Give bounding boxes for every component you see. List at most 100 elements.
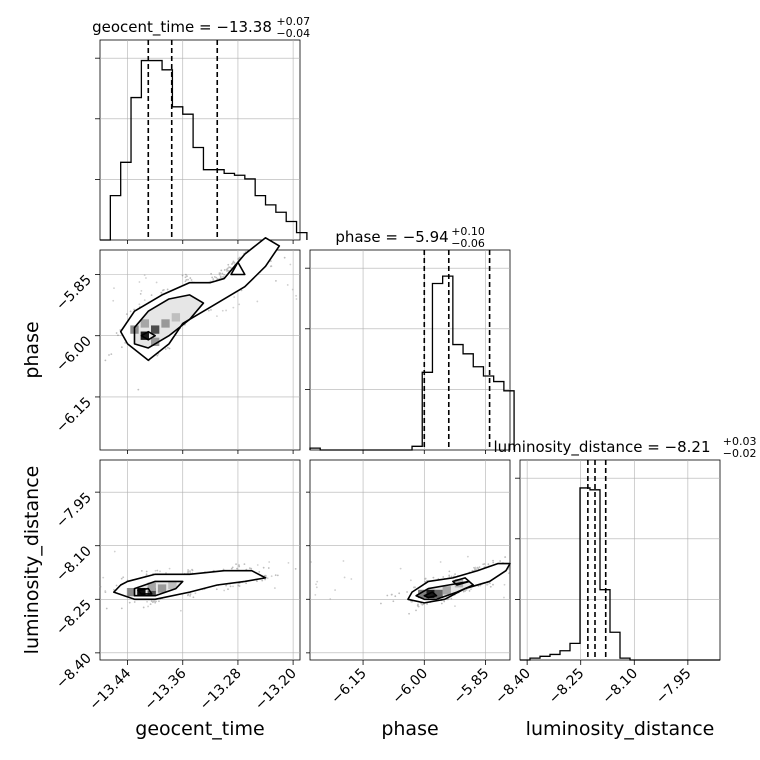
joint-panel-geocent_time-luminosity_distance	[99, 459, 301, 661]
scatter-point	[478, 566, 481, 569]
scatter-point	[276, 574, 279, 577]
scatter-point	[492, 559, 494, 562]
scatter-point	[187, 278, 189, 281]
scatter-point	[226, 270, 228, 272]
x-tick-label: −8.40	[492, 666, 534, 708]
scatter-point	[454, 605, 456, 608]
scatter-point	[115, 584, 118, 587]
scatter-point	[211, 276, 214, 279]
scatter-point	[417, 603, 419, 606]
density-cell	[418, 589, 427, 599]
hist-frame	[519, 459, 721, 661]
scatter-point	[286, 284, 289, 286]
scatter-point	[238, 303, 241, 306]
scatter-point	[210, 272, 213, 275]
density-cell	[147, 587, 156, 597]
scatter-point	[256, 564, 259, 566]
scatter-point	[462, 590, 465, 593]
scatter-point	[275, 280, 277, 282]
histogram-panel-phase: phase = −5.94 +0.10−0.06	[305, 225, 515, 451]
scatter-point	[143, 274, 146, 277]
contour-line	[230, 261, 246, 276]
scatter-point	[263, 574, 266, 577]
density-cell	[157, 584, 167, 593]
scatter-point	[454, 573, 456, 575]
scatter-point	[223, 273, 225, 276]
scatter-point	[154, 601, 157, 604]
scatter-point	[499, 560, 502, 562]
contour-line	[119, 236, 281, 362]
scatter-point	[219, 276, 222, 279]
scatter-point	[232, 585, 234, 588]
scatter-point	[450, 575, 453, 578]
scatter-point	[386, 594, 389, 597]
x-tick-label: −13.44	[86, 665, 134, 713]
contour-line	[423, 591, 438, 599]
scatter-point	[237, 584, 240, 587]
panel-title-sup: +0.03	[723, 435, 757, 448]
scatter-point	[245, 582, 248, 585]
scatter-point	[468, 590, 471, 592]
density-cell	[151, 325, 160, 334]
density-cell	[426, 589, 435, 599]
scatter-point	[194, 592, 197, 595]
scatter-point	[117, 334, 119, 337]
scatter-point	[492, 583, 494, 586]
scatter-point	[159, 570, 161, 573]
scatter-point	[156, 354, 159, 357]
joint-frame	[309, 459, 511, 661]
scatter-point	[139, 292, 142, 295]
scatter-point	[181, 274, 184, 277]
scatter-point	[261, 579, 264, 582]
histogram-steps	[520, 487, 720, 661]
x-tick-label: −13.20	[252, 666, 300, 714]
scatter-point	[424, 577, 427, 580]
scatter-point	[155, 281, 158, 284]
panel-title-sub: −0.02	[723, 447, 757, 460]
scatter-point	[120, 607, 123, 610]
scatter-point	[223, 269, 226, 271]
scatter-point	[248, 567, 251, 570]
scatter-point	[164, 348, 167, 350]
scatter-point	[158, 600, 160, 603]
scatter-point	[232, 260, 235, 263]
panel-title-sup: +0.10	[451, 225, 485, 238]
scatter-point	[189, 277, 192, 279]
scatter-point	[215, 276, 218, 279]
scatter-point	[432, 576, 435, 579]
scatter-point	[133, 308, 136, 311]
scatter-point	[146, 600, 148, 603]
scatter-point	[417, 605, 420, 608]
scatter-point	[329, 598, 332, 600]
scatter-point	[264, 578, 266, 581]
scatter-point	[120, 577, 123, 580]
contour-line	[140, 330, 156, 341]
scatter-point	[238, 565, 241, 568]
histogram-panel-luminosity_distance: luminosity_distance = −8.21 +0.03−0.02	[493, 435, 757, 661]
scatter-point	[394, 595, 397, 598]
scatter-point	[390, 593, 393, 596]
scatter-point	[120, 346, 123, 349]
joint-panel-phase-luminosity_distance	[309, 459, 511, 661]
scatter-point	[486, 583, 489, 586]
scatter-point	[492, 561, 495, 564]
scatter-point	[415, 609, 417, 612]
scatter-point	[334, 589, 336, 591]
joint-frame	[99, 249, 301, 451]
scatter-point	[165, 572, 167, 574]
scatter-point	[105, 607, 108, 610]
scatter-point	[398, 592, 401, 595]
hist-frame	[99, 39, 301, 241]
scatter-point	[316, 580, 319, 583]
histogram-steps	[100, 59, 308, 241]
density-cell	[147, 582, 156, 591]
scatter-point	[231, 566, 234, 569]
scatter-point	[289, 263, 292, 266]
panel-title-sub: −0.06	[451, 237, 485, 250]
x-axis-label: phase	[381, 718, 438, 740]
scatter-point	[113, 588, 115, 591]
scatter-point	[343, 576, 346, 579]
scatter-point	[220, 269, 223, 272]
x-tick-label: −6.00	[389, 666, 431, 708]
scatter-point	[256, 300, 259, 303]
